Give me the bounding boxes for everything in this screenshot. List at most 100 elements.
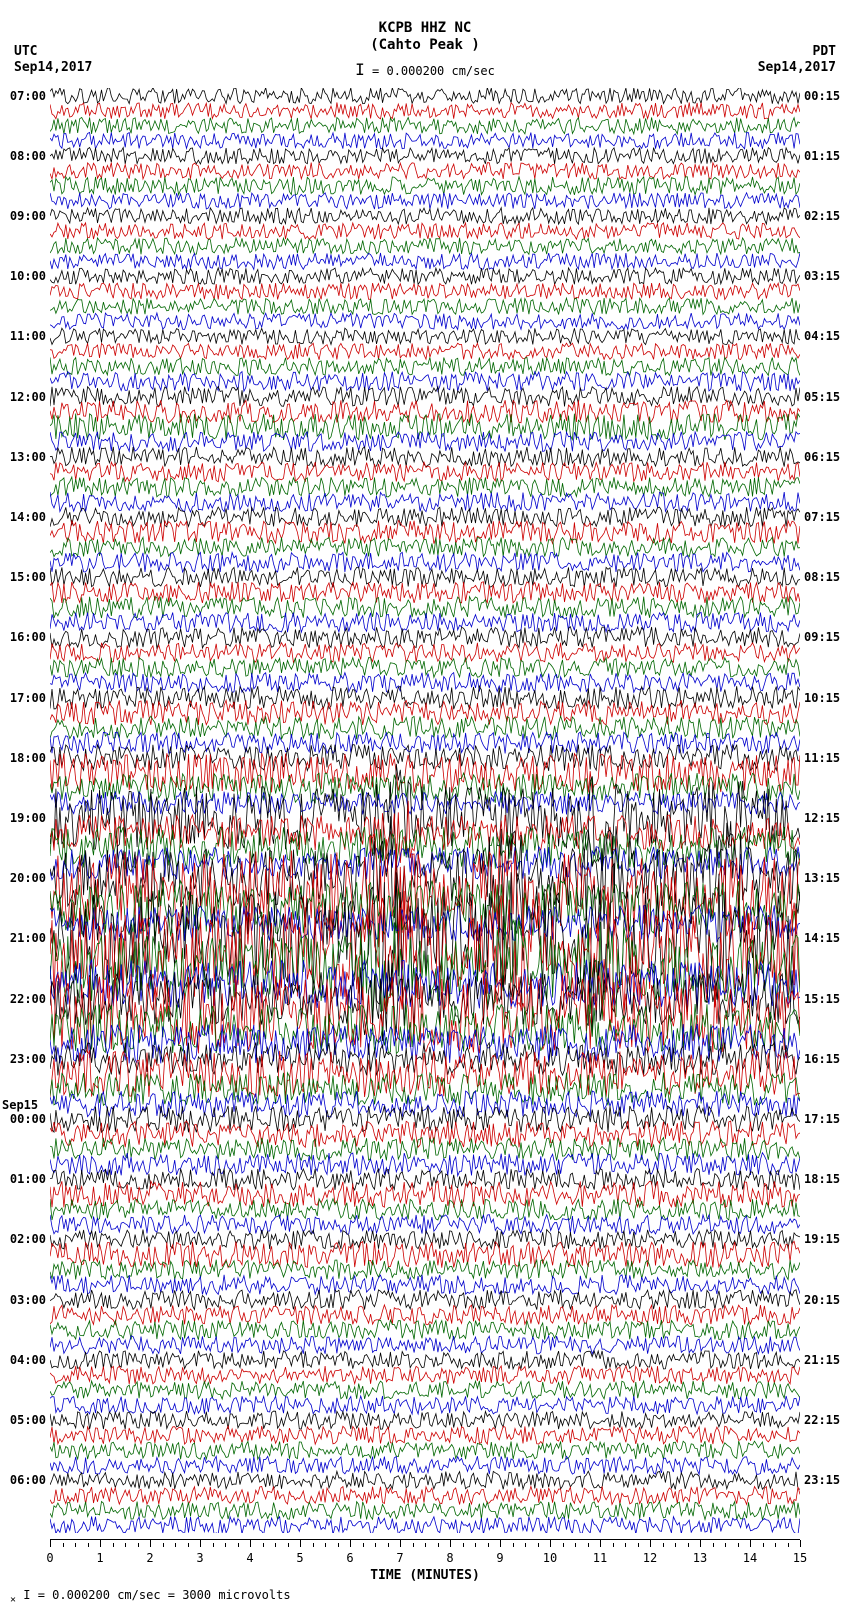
- helicorder-plot: 07:0008:0009:0010:0011:0012:0013:0014:00…: [50, 88, 800, 1533]
- x-minor-tick: [613, 1543, 614, 1547]
- tz-label-left: UTC: [14, 44, 37, 59]
- x-tick: [800, 1540, 801, 1547]
- trace-line: [50, 283, 800, 300]
- trace-line: [50, 1501, 800, 1519]
- title-block: KCPB HHZ NC (Cahto Peak ): [0, 20, 850, 54]
- x-minor-tick: [663, 1543, 664, 1547]
- trace-line: [50, 1230, 800, 1250]
- x-minor-tick: [625, 1543, 626, 1547]
- trace-line: [50, 1366, 800, 1384]
- pdt-hour-label: 02:15: [804, 209, 848, 223]
- trace-line: [50, 117, 800, 133]
- pdt-hour-label: 12:15: [804, 811, 848, 825]
- pdt-hour-label: 21:15: [804, 1353, 848, 1367]
- x-tick: [250, 1540, 251, 1547]
- trace-line: [50, 88, 800, 104]
- x-tick-label: 14: [743, 1551, 757, 1565]
- x-minor-tick: [763, 1543, 764, 1547]
- x-tick-label: 1: [96, 1551, 103, 1565]
- trace-line: [50, 1320, 800, 1340]
- trace-line: [50, 1290, 800, 1310]
- pdt-hour-label: 06:15: [804, 450, 848, 464]
- pdt-hour-label: 23:15: [804, 1473, 848, 1487]
- pdt-hour-label: 11:15: [804, 751, 848, 765]
- x-minor-tick: [538, 1543, 539, 1547]
- trace-line: [50, 492, 800, 512]
- utc-hour-label: 16:00: [2, 630, 46, 644]
- trace-line: [50, 268, 800, 285]
- x-minor-tick: [263, 1543, 264, 1547]
- pdt-hour-label: 20:15: [804, 1293, 848, 1307]
- pdt-hour-label: 03:15: [804, 269, 848, 283]
- pdt-hour-label: 19:15: [804, 1232, 848, 1246]
- x-minor-tick: [488, 1543, 489, 1547]
- x-tick-label: 9: [496, 1551, 503, 1565]
- trace-line: [50, 1426, 800, 1444]
- trace-line: [50, 477, 800, 497]
- x-minor-tick: [275, 1543, 276, 1547]
- x-minor-tick: [213, 1543, 214, 1547]
- x-tick-label: 0: [46, 1551, 53, 1565]
- x-minor-tick: [238, 1543, 239, 1547]
- x-minor-tick: [425, 1543, 426, 1547]
- trace-line: [50, 177, 800, 195]
- x-minor-tick: [375, 1543, 376, 1547]
- x-minor-tick: [563, 1543, 564, 1547]
- trace-line: [50, 298, 800, 315]
- trace-line: [50, 1471, 800, 1489]
- date-change-label: Sep15: [2, 1098, 38, 1112]
- helicorder-page: KCPB HHZ NC (Cahto Peak ) I = 0.000200 c…: [0, 0, 850, 1613]
- x-tick: [550, 1540, 551, 1547]
- x-tick: [200, 1540, 201, 1547]
- station-location: (Cahto Peak ): [0, 37, 850, 54]
- x-minor-tick: [738, 1543, 739, 1547]
- trace-line: [50, 102, 800, 118]
- trace-line: [50, 627, 800, 648]
- x-minor-tick: [513, 1543, 514, 1547]
- x-minor-tick: [63, 1543, 64, 1547]
- trace-line: [50, 1199, 800, 1220]
- x-tick: [50, 1540, 51, 1547]
- x-minor-tick: [75, 1543, 76, 1547]
- x-minor-tick: [588, 1543, 589, 1547]
- pdt-hour-label: 22:15: [804, 1413, 848, 1427]
- pdt-hour-label: 09:15: [804, 630, 848, 644]
- trace-line: [50, 673, 800, 693]
- x-minor-tick: [325, 1543, 326, 1547]
- x-tick-label: 15: [793, 1551, 807, 1565]
- trace-line: [50, 1381, 800, 1399]
- trace-line: [50, 208, 800, 225]
- utc-hour-label: 19:00: [2, 811, 46, 825]
- utc-hour-label: 11:00: [2, 329, 46, 343]
- trace-line: [50, 1486, 800, 1504]
- x-tick: [450, 1540, 451, 1547]
- trace-line: [50, 1441, 800, 1459]
- x-minor-tick: [363, 1543, 364, 1547]
- trace-line: [50, 238, 800, 255]
- x-tick: [400, 1540, 401, 1547]
- x-minor-tick: [125, 1543, 126, 1547]
- utc-hour-label: 07:00: [2, 89, 46, 103]
- utc-hour-label: 15:00: [2, 570, 46, 584]
- footer-scale: × I = 0.000200 cm/sec = 3000 microvolts: [10, 1588, 291, 1605]
- utc-hour-label: 10:00: [2, 269, 46, 283]
- pdt-hour-label: 17:15: [804, 1112, 848, 1126]
- trace-line: [50, 132, 800, 149]
- pdt-hour-label: 15:15: [804, 992, 848, 1006]
- date-label-left: Sep14,2017: [14, 60, 92, 75]
- trace-line: [50, 1260, 800, 1280]
- station-code: KCPB HHZ NC: [0, 20, 850, 37]
- utc-hour-label: 03:00: [2, 1293, 46, 1307]
- trace-line: [50, 387, 800, 407]
- pdt-hour-label: 01:15: [804, 149, 848, 163]
- trace-line: [50, 974, 800, 1053]
- pdt-hour-label: 00:15: [804, 89, 848, 103]
- x-tick: [350, 1540, 351, 1547]
- trace-line: [50, 357, 800, 375]
- trace-line: [50, 1138, 800, 1161]
- pdt-hour-label: 04:15: [804, 329, 848, 343]
- trace-line: [50, 328, 800, 344]
- x-minor-tick: [575, 1543, 576, 1547]
- pdt-hour-label: 13:15: [804, 871, 848, 885]
- x-minor-tick: [338, 1543, 339, 1547]
